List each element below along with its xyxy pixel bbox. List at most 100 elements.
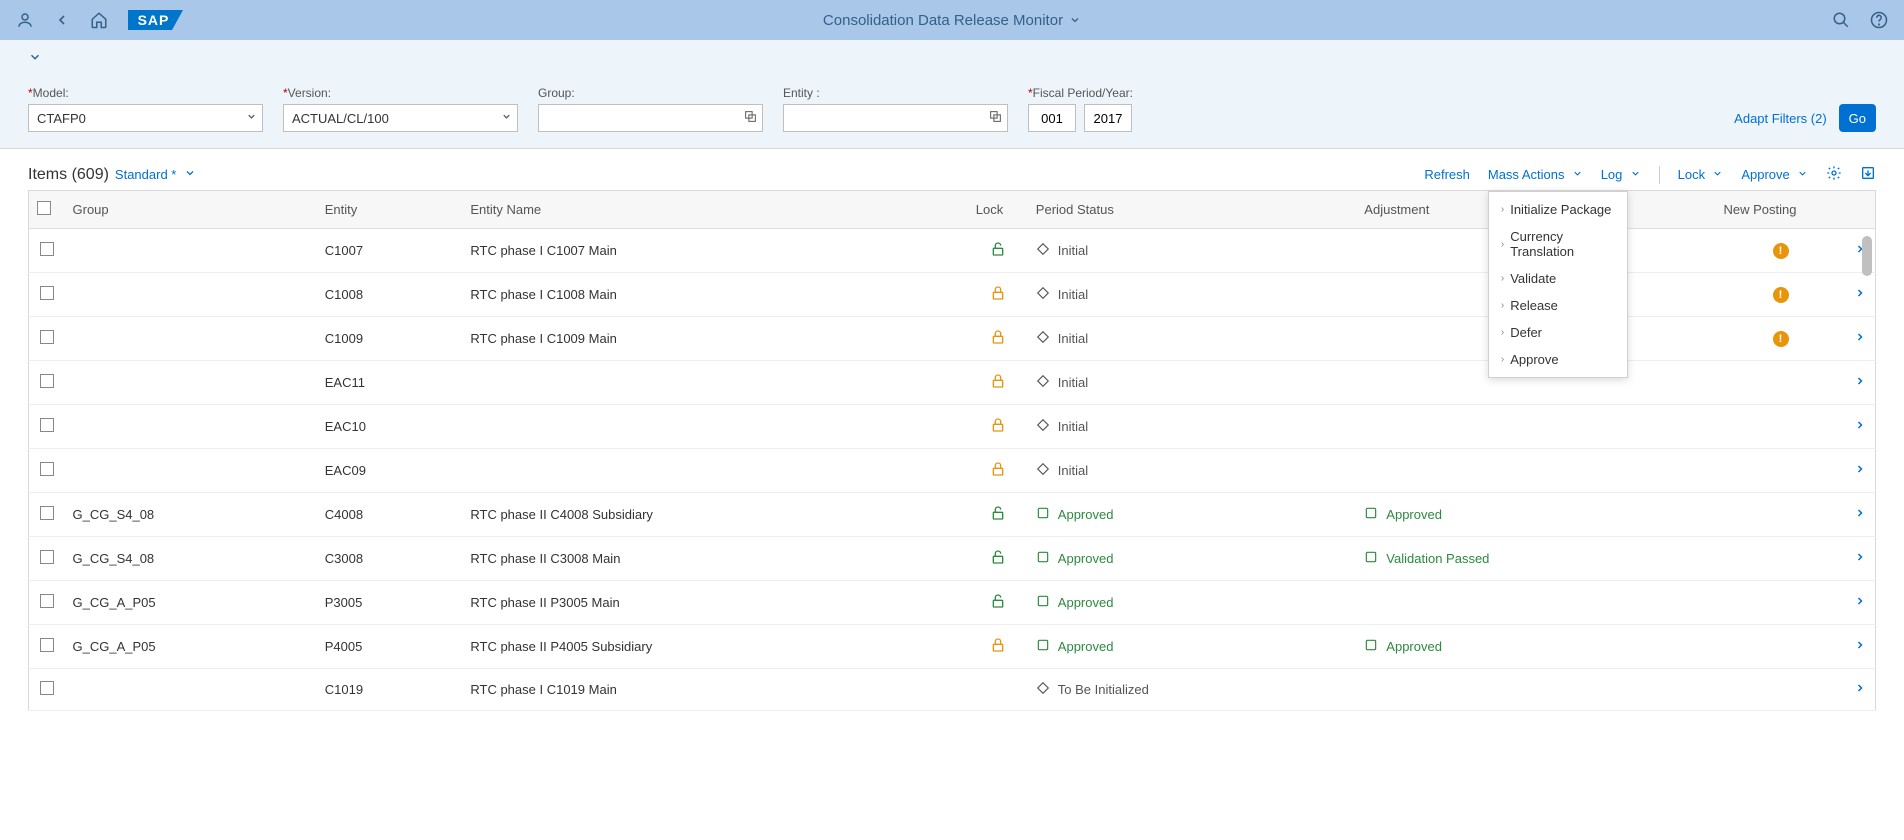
status-cell: Approved <box>1036 550 1349 567</box>
version-label: Version: <box>288 86 331 100</box>
menu-item[interactable]: ›Release <box>1489 292 1627 319</box>
status-text: Initial <box>1058 375 1088 390</box>
refresh-link[interactable]: Refresh <box>1424 167 1470 182</box>
select-all-checkbox[interactable] <box>37 201 51 215</box>
nav-arrow-icon[interactable] <box>1854 463 1866 478</box>
cell-entity: C3008 <box>317 537 463 581</box>
nav-arrow-icon[interactable] <box>1854 287 1866 302</box>
approve-dropdown[interactable]: Approve <box>1741 167 1808 182</box>
row-checkbox[interactable] <box>40 594 54 608</box>
model-combo[interactable]: CTAFP0 <box>28 104 263 132</box>
table-row[interactable]: G_CG_S4_08C3008RTC phase II C3008 MainAp… <box>29 537 1876 581</box>
row-checkbox[interactable] <box>40 286 54 300</box>
back-icon[interactable] <box>54 12 70 28</box>
version-combo[interactable]: ACTUAL/CL/100 <box>283 104 518 132</box>
cell-new-posting <box>1716 625 1846 669</box>
version-value: ACTUAL/CL/100 <box>292 111 389 126</box>
nav-arrow-icon[interactable] <box>1854 595 1866 610</box>
status-text: Initial <box>1058 287 1088 302</box>
status-text: Initial <box>1058 243 1088 258</box>
table-row[interactable]: G_CG_A_P05P4005RTC phase II P4005 Subsid… <box>29 625 1876 669</box>
status-icon <box>1036 374 1050 391</box>
row-checkbox[interactable] <box>40 418 54 432</box>
nav-arrow-icon[interactable] <box>1854 682 1866 697</box>
fiscal-period-input[interactable] <box>1028 104 1076 132</box>
col-lock[interactable]: Lock <box>968 191 1028 229</box>
cell-entity-name: RTC phase II P3005 Main <box>462 581 967 625</box>
table-toolbar: Items (609) Standard * Refresh Mass Acti… <box>28 165 1876 184</box>
nav-arrow-icon[interactable] <box>1854 507 1866 522</box>
row-checkbox[interactable] <box>40 242 54 256</box>
cell-period-status: Initial <box>1028 229 1357 273</box>
table-row[interactable]: G_CG_S4_08C4008RTC phase II C4008 Subsid… <box>29 493 1876 537</box>
filter-bar: *Model: CTAFP0 *Version: ACTUAL/CL/100 G… <box>0 74 1904 149</box>
cell-group: G_CG_S4_08 <box>65 493 317 537</box>
nav-arrow-icon[interactable] <box>1854 419 1866 434</box>
scrollbar[interactable] <box>1862 236 1872 276</box>
chevron-down-icon[interactable] <box>246 111 257 125</box>
cell-adjustment <box>1356 449 1715 493</box>
row-checkbox[interactable] <box>40 330 54 344</box>
lock-dropdown[interactable]: Lock <box>1678 167 1724 182</box>
collapse-chevron-icon[interactable] <box>28 50 42 64</box>
col-entity[interactable]: Entity <box>317 191 463 229</box>
row-checkbox[interactable] <box>40 638 54 652</box>
cell-new-posting <box>1716 449 1846 493</box>
cell-group <box>65 273 317 317</box>
help-icon[interactable] <box>1870 11 1888 29</box>
menu-item[interactable]: ›Defer <box>1489 319 1627 346</box>
adapt-filters-link[interactable]: Adapt Filters (2) <box>1734 111 1826 126</box>
row-checkbox[interactable] <box>40 681 54 695</box>
table-title: Items (609) <box>28 166 109 184</box>
status-text: Approved <box>1058 507 1114 522</box>
fiscal-year-input[interactable] <box>1084 104 1132 132</box>
cell-adjustment: Validation Passed <box>1356 537 1715 581</box>
col-new-posting[interactable]: New Posting <box>1716 191 1846 229</box>
mass-actions-dropdown[interactable]: Mass Actions ›Initialize Package›Currenc… <box>1488 167 1583 182</box>
entity-input[interactable] <box>783 104 1008 132</box>
row-checkbox[interactable] <box>40 506 54 520</box>
status-icon <box>1036 286 1050 303</box>
table-row[interactable]: EAC10Initial <box>29 405 1876 449</box>
menu-item[interactable]: ›Approve <box>1489 346 1627 373</box>
user-icon[interactable] <box>16 11 34 29</box>
col-entity-name[interactable]: Entity Name <box>462 191 967 229</box>
row-checkbox[interactable] <box>40 462 54 476</box>
search-icon[interactable] <box>1832 11 1850 29</box>
value-help-icon[interactable] <box>989 110 1002 126</box>
nav-arrow-icon[interactable] <box>1854 375 1866 390</box>
group-input[interactable] <box>538 104 763 132</box>
table-row[interactable]: EAC09Initial <box>29 449 1876 493</box>
menu-item[interactable]: ›Currency Translation <box>1489 223 1627 265</box>
status-cell: Approved <box>1036 506 1349 523</box>
cell-entity: EAC10 <box>317 405 463 449</box>
nav-arrow-icon[interactable] <box>1854 331 1866 346</box>
group-label: Group: <box>538 86 763 100</box>
go-button[interactable]: Go <box>1839 104 1876 132</box>
table-row[interactable]: G_CG_A_P05P3005RTC phase II P3005 MainAp… <box>29 581 1876 625</box>
chevron-down-icon[interactable] <box>501 111 512 125</box>
col-group[interactable]: Group <box>65 191 317 229</box>
log-dropdown[interactable]: Log <box>1601 167 1641 182</box>
home-icon[interactable] <box>90 11 108 29</box>
shell-title[interactable]: Consolidation Data Release Monitor <box>823 12 1081 29</box>
variant-selector[interactable]: Standard * <box>115 167 196 182</box>
value-help-icon[interactable] <box>744 110 757 126</box>
row-checkbox[interactable] <box>40 374 54 388</box>
table-row[interactable]: C1019RTC phase I C1019 MainTo Be Initial… <box>29 669 1876 711</box>
export-icon[interactable] <box>1860 165 1876 184</box>
filter-group: Group: <box>538 86 763 132</box>
menu-item[interactable]: ›Initialize Package <box>1489 196 1627 223</box>
status-icon <box>1364 506 1378 523</box>
menu-item[interactable]: ›Validate <box>1489 265 1627 292</box>
cell-group: G_CG_A_P05 <box>65 581 317 625</box>
cell-group <box>65 361 317 405</box>
status-icon <box>1364 638 1378 655</box>
cell-entity: EAC09 <box>317 449 463 493</box>
status-text: Approved <box>1058 595 1114 610</box>
settings-icon[interactable] <box>1826 165 1842 184</box>
row-checkbox[interactable] <box>40 550 54 564</box>
col-period-status[interactable]: Period Status <box>1028 191 1357 229</box>
nav-arrow-icon[interactable] <box>1854 551 1866 566</box>
nav-arrow-icon[interactable] <box>1854 639 1866 654</box>
